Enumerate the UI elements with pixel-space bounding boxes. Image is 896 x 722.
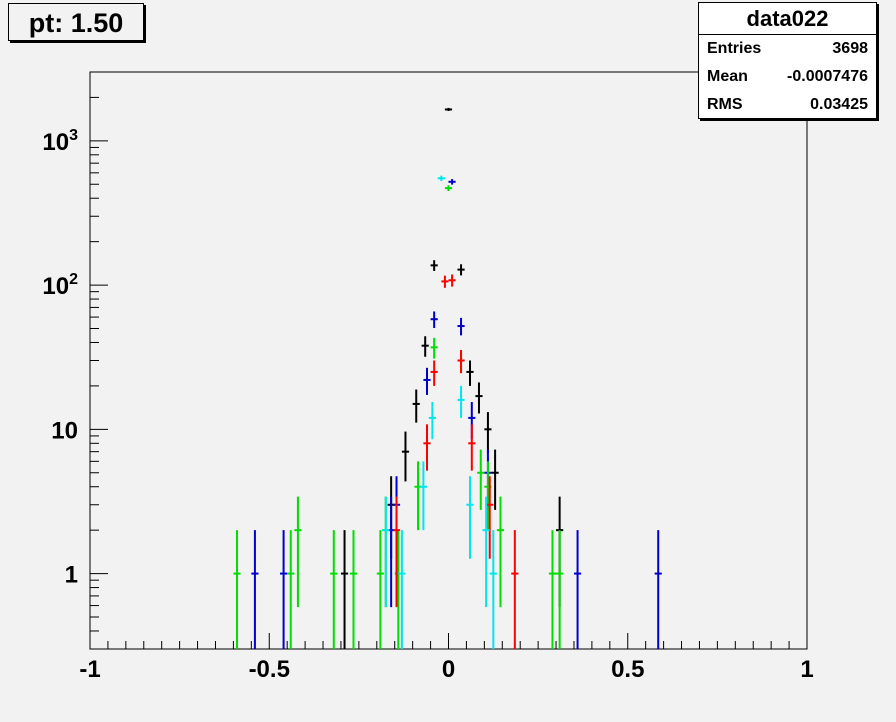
data-series bbox=[392, 274, 519, 649]
stats-value: -0.0007476 bbox=[787, 68, 868, 85]
x-tick-label: 0 bbox=[442, 656, 455, 683]
pt-label: pt: 1.50 bbox=[8, 3, 144, 41]
stats-row-entries: Entries 3698 bbox=[699, 35, 876, 63]
x-tick-label: 1 bbox=[800, 656, 813, 683]
y-tick-label: 102 bbox=[42, 271, 78, 300]
x-tick-label: 0.5 bbox=[611, 656, 644, 683]
stats-row-rms: RMS 0.03425 bbox=[699, 91, 876, 119]
y-tick-label: 10 bbox=[51, 417, 78, 444]
data-series bbox=[382, 175, 497, 649]
plot-frame bbox=[89, 71, 808, 650]
y-tick-label: 1 bbox=[65, 562, 78, 589]
y-tick-label: 103 bbox=[42, 127, 78, 156]
stats-title: data022 bbox=[699, 3, 876, 35]
data-marks bbox=[233, 107, 662, 649]
x-axis: -1 -0.5 0 0.5 1 bbox=[79, 633, 814, 683]
stats-value: 3698 bbox=[832, 40, 868, 57]
stats-box: data022 Entries 3698 Mean -0.0007476 RMS… bbox=[698, 2, 877, 119]
stats-value: 0.03425 bbox=[810, 96, 868, 113]
stats-row-mean: Mean -0.0007476 bbox=[699, 63, 876, 91]
y-axis: 1 10 102 103 bbox=[42, 71, 108, 650]
stats-label: Mean bbox=[707, 68, 748, 85]
stats-label: Entries bbox=[707, 40, 762, 57]
stats-label: RMS bbox=[707, 96, 743, 113]
x-tick-label: -1 bbox=[79, 656, 100, 683]
x-tick-label: -0.5 bbox=[249, 656, 290, 683]
